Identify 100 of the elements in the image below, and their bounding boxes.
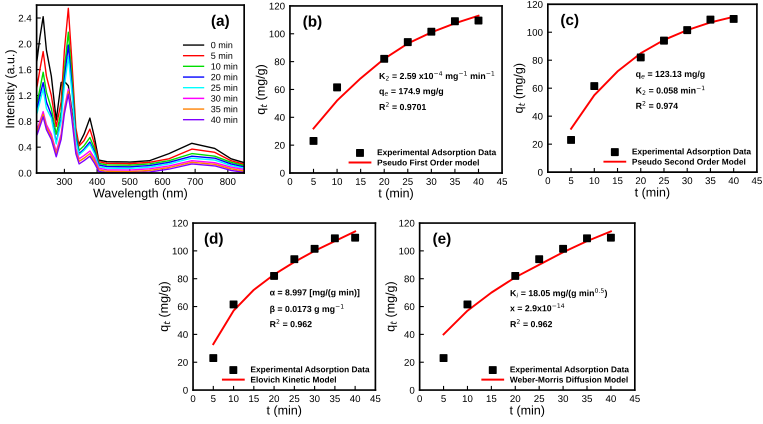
annotation: K$_{2}$ = 2.59 x10$^{−4}$ mg$^{−1}$ min$^{−1}$ <box>380 71 494 81</box>
legend-label: 10 min <box>211 62 238 70</box>
x-axis-title: Wavelength (nm) <box>93 188 187 200</box>
annotation: K$_{i}$ = 18.05 mg/(g min$^{0.5}$) <box>510 288 608 298</box>
x-tick-label: 20 <box>510 395 520 402</box>
point <box>660 36 668 45</box>
y-axis-title: Intensity (a.u.) <box>5 50 17 128</box>
annotation: R$^{2}$ = 0.974 <box>636 100 678 109</box>
x-tick-label: 0 <box>546 177 550 184</box>
x-tick-label: 400 <box>89 178 105 185</box>
point <box>511 272 520 280</box>
annotation: β = 0.0173 g mg$^{−1}$ <box>270 304 344 314</box>
x-tick-label: 35 <box>330 395 340 402</box>
y-tick-label: 40 <box>274 114 285 121</box>
point <box>706 16 714 24</box>
x-tick-label: 40 <box>728 177 739 184</box>
x-tick-label: 35 <box>450 178 460 185</box>
x-tick-label: 5 <box>210 395 216 402</box>
y-tick-label: 60 <box>178 303 188 310</box>
y-tick-label: 80 <box>274 58 285 66</box>
point <box>730 14 738 23</box>
point <box>330 234 339 242</box>
x-tick-label: 40 <box>606 395 616 402</box>
y-tick-label: 0 <box>538 168 543 176</box>
x-tick-label: 40 <box>350 395 360 402</box>
y-tick-label: 100 <box>399 248 414 254</box>
y-tick-label: 0 <box>183 386 188 394</box>
x-tick-label: 0 <box>288 178 292 185</box>
point <box>270 272 278 280</box>
legend-label: 0 min <box>211 42 232 48</box>
x-tick-label: 40 <box>473 178 484 185</box>
x-tick-label: 25 <box>402 178 413 185</box>
legend-label: Pseudo Second Order Model <box>632 158 746 165</box>
x-tick-label: 30 <box>682 177 692 184</box>
y-tick-label: 60 <box>274 86 285 94</box>
x-tick-label: 15 <box>356 178 366 185</box>
point <box>559 244 568 253</box>
x-tick-label: 45 <box>370 395 380 402</box>
legend-label: 35 min <box>211 106 238 112</box>
point <box>683 26 692 34</box>
x-tick-label: 700 <box>188 178 203 185</box>
y-tick-label: 80 <box>178 275 188 282</box>
y-tick-label: 100 <box>172 248 188 254</box>
y-tick-label: 0 <box>280 170 285 177</box>
x-tick-label: 10 <box>332 178 342 185</box>
y-axis-title: q$_{t}$ (mg/g) <box>256 65 268 114</box>
x-tick-label: 45 <box>496 178 508 185</box>
point <box>464 300 472 308</box>
x-tick-label: 500 <box>122 178 138 185</box>
point <box>310 137 318 145</box>
x-tick-label: 20 <box>636 177 646 184</box>
y-tick-label: 2.4 <box>18 14 32 22</box>
y-axis-title: q$_{t}$ (mg/g) <box>514 64 526 113</box>
point <box>290 255 298 264</box>
point <box>333 83 342 92</box>
x-tick-label: 45 <box>752 177 762 184</box>
x-tick-label: 0 <box>190 395 196 402</box>
y-tick-label: 20 <box>178 358 188 366</box>
y-tick-label: 0.0 <box>18 170 32 177</box>
annotation: (a) <box>212 14 229 29</box>
y-tick-label: 0.4 <box>18 144 32 151</box>
annotation: q$_{e}$ = 174.9 mg/g <box>379 88 444 96</box>
y-tick-label: 100 <box>270 30 285 38</box>
x-tick-label: 15 <box>486 395 496 402</box>
y-tick-label: 2.0 <box>18 40 32 48</box>
point <box>450 17 459 26</box>
legend-label: 25 min <box>211 84 238 91</box>
y-tick-label: 40 <box>178 331 188 338</box>
x-axis-title: t (min) <box>510 405 544 418</box>
legend-label: Elovich Kinetic Model <box>250 376 336 383</box>
point <box>380 54 388 63</box>
point <box>427 28 436 36</box>
legend-label: Weber-Morris Diffusion Model <box>510 376 628 383</box>
y-tick-label: 20 <box>404 358 414 366</box>
y-tick-label: 120 <box>527 0 543 8</box>
x-axis-title: t (min) <box>634 187 670 200</box>
point <box>590 82 598 90</box>
legend-label: Experimental Adsorption Data <box>378 149 496 157</box>
annotation: R$^{2}$ = 0.962 <box>510 319 552 328</box>
y-tick-label: 120 <box>399 220 414 227</box>
point <box>567 136 576 144</box>
legend-label: 20 min <box>211 74 238 80</box>
annotation: (e) <box>433 232 450 247</box>
y-tick-label: 20 <box>532 140 543 148</box>
x-tick-label: 25 <box>289 395 300 402</box>
y-tick-label: 1.6 <box>18 66 32 74</box>
x-tick-label: 10 <box>228 395 239 402</box>
y-tick-label: 1.2 <box>18 92 32 100</box>
x-tick-label: 20 <box>379 178 390 185</box>
point <box>404 38 412 46</box>
point <box>583 234 591 242</box>
y-tick-label: 120 <box>270 2 285 10</box>
point <box>636 53 645 62</box>
y-tick-label: 60 <box>532 84 543 92</box>
y-tick-label: 60 <box>404 303 414 310</box>
x-tick-label: 5 <box>441 395 446 402</box>
point <box>474 16 482 25</box>
x-tick-label: 45 <box>630 395 640 402</box>
x-tick-label: 15 <box>249 395 259 402</box>
y-tick-label: 100 <box>527 28 543 36</box>
